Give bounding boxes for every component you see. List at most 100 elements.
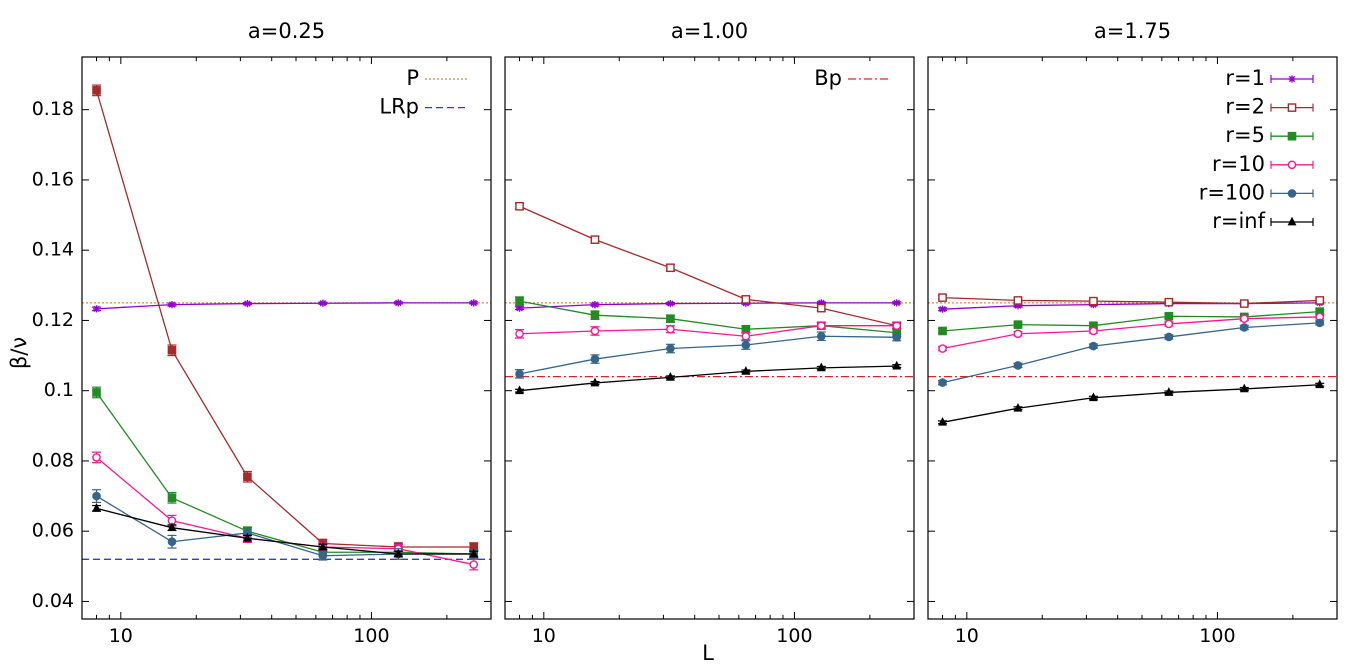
series-line-r-10 xyxy=(96,456,474,566)
series-r-5 xyxy=(92,386,479,559)
series-line-r-inf xyxy=(519,365,897,392)
data-point xyxy=(893,299,901,307)
series-r-2 xyxy=(92,84,479,552)
data-point xyxy=(590,235,600,244)
data-point xyxy=(1088,392,1098,402)
legend-label: r=1 xyxy=(1225,66,1265,90)
x-tick-label: 100 xyxy=(353,625,389,647)
series-r-1 xyxy=(515,299,902,312)
data-point xyxy=(394,299,402,307)
legend-item-p: P xyxy=(406,66,467,90)
data-point xyxy=(1164,297,1174,307)
data-point xyxy=(938,305,947,313)
data-point xyxy=(741,340,751,350)
legend-marker xyxy=(1287,216,1297,226)
series-line-r-1 xyxy=(942,302,1320,310)
data-point xyxy=(741,295,751,304)
data-point xyxy=(1089,326,1098,336)
data-point xyxy=(1239,299,1249,308)
legend-marker xyxy=(1287,160,1297,170)
data-point xyxy=(1315,379,1325,389)
data-point xyxy=(938,416,947,426)
y-tick-label: 0.04 xyxy=(32,590,74,612)
data-point xyxy=(242,532,252,542)
data-point xyxy=(168,301,176,309)
series-line-r-2 xyxy=(942,296,1320,305)
data-point xyxy=(469,560,479,569)
panel-a-0-25-title: a=0.25 xyxy=(248,19,325,43)
series-r-2 xyxy=(515,201,902,331)
data-point xyxy=(167,537,177,547)
y-tick-label: 0.14 xyxy=(32,239,74,261)
panel-a-1-75-data xyxy=(938,293,1325,426)
legend-item-r-100: r=100 xyxy=(1199,180,1314,204)
data-point xyxy=(319,299,327,307)
legend-item-r-2: r=2 xyxy=(1225,95,1314,119)
legend-item-lrp: LRp xyxy=(379,95,467,119)
data-point xyxy=(469,548,479,558)
data-point xyxy=(590,310,600,320)
legend-item-bp: Bp xyxy=(814,66,890,90)
data-point xyxy=(515,385,524,395)
data-point xyxy=(1013,320,1023,329)
data-point xyxy=(1164,387,1174,396)
data-point xyxy=(1164,332,1174,342)
series-line-r-5 xyxy=(942,311,1320,332)
data-point xyxy=(167,345,177,355)
panel-a-1-00-title: a=1.00 xyxy=(671,19,748,43)
legend-label: r=5 xyxy=(1225,123,1265,147)
series-r-10 xyxy=(515,321,902,341)
data-point xyxy=(1239,314,1249,323)
y-tick-label: 0.1 xyxy=(44,379,74,401)
panel-a-1-75-legend: r=1 r=2 r=5 r=10 r=100 r=inf xyxy=(1199,66,1314,233)
series-line-r-1 xyxy=(96,302,474,310)
panel-a-1-75-title: a=1.75 xyxy=(1094,19,1171,43)
data-point xyxy=(938,326,947,336)
x-tick-label: 10 xyxy=(109,625,133,647)
x-tick-label: 100 xyxy=(1199,625,1235,647)
data-point xyxy=(938,344,947,353)
x-axis-label: L xyxy=(702,641,714,665)
legend-label: LRp xyxy=(379,95,419,119)
series-r-100 xyxy=(515,331,902,379)
series-line-r-100 xyxy=(942,322,1320,384)
data-point xyxy=(1013,329,1023,339)
series-line-r-1 xyxy=(519,302,897,309)
data-point xyxy=(1164,311,1174,321)
data-point xyxy=(741,324,751,334)
data-point xyxy=(92,491,101,501)
panel-a-0-25-frame xyxy=(81,56,492,620)
panel-a-1-75: a=1.75 10 100 r=1 r=2 r=5 r=10 r=100 r=inf xyxy=(927,19,1338,647)
data-point xyxy=(938,378,947,387)
legend-marker xyxy=(1287,189,1297,198)
data-point xyxy=(666,324,675,334)
panel-a-0-25-data xyxy=(92,84,479,571)
data-point xyxy=(1013,296,1023,305)
series-line-r-2 xyxy=(519,205,897,327)
data-point xyxy=(1239,323,1249,332)
data-point xyxy=(892,332,902,342)
series-r-10 xyxy=(938,312,1325,353)
data-point xyxy=(816,362,826,372)
data-point xyxy=(92,503,101,512)
legend-marker xyxy=(1287,103,1297,112)
panel-a-1-75-frame xyxy=(927,56,1338,620)
data-point xyxy=(515,329,524,339)
series-line-r-10 xyxy=(942,316,1320,350)
data-point xyxy=(1164,319,1174,329)
data-point xyxy=(515,369,524,379)
legend-label: r=inf xyxy=(1212,209,1265,233)
legend-marker xyxy=(1287,131,1297,141)
data-point xyxy=(892,321,902,331)
legend-item-r-10: r=10 xyxy=(1212,152,1314,176)
series-line-r-inf xyxy=(96,507,474,555)
series-r-2 xyxy=(938,293,1325,308)
legend-label: P xyxy=(406,66,419,90)
legend-item-r-inf: r=inf xyxy=(1212,209,1314,233)
series-line-r-inf xyxy=(942,384,1320,423)
data-point xyxy=(590,354,600,364)
data-point xyxy=(1013,402,1023,412)
series-r-100 xyxy=(938,318,1325,387)
data-point xyxy=(816,303,826,313)
y-axis-label: β/ν xyxy=(7,337,31,369)
